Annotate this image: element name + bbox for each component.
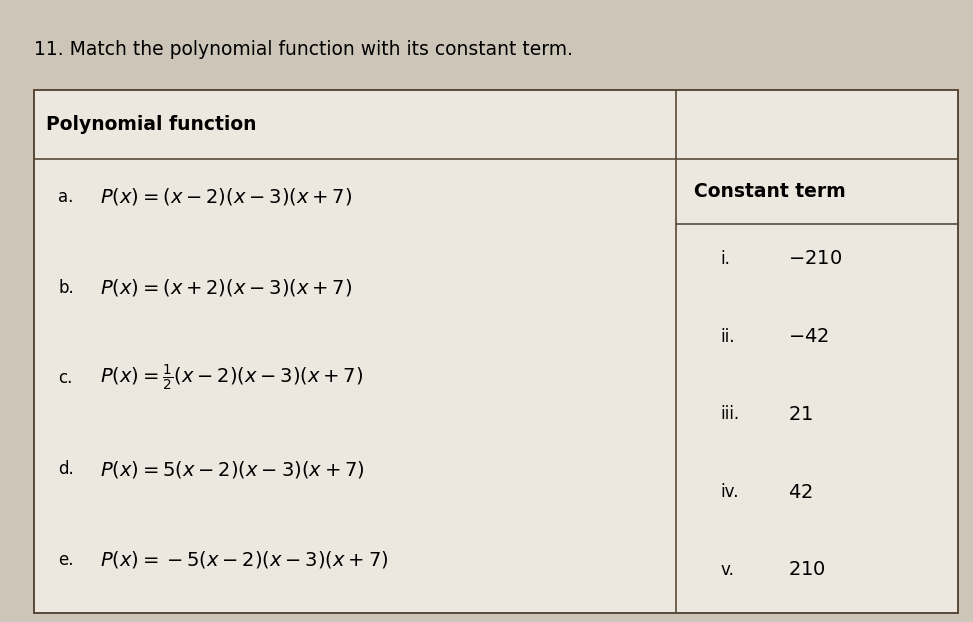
Text: $42$: $42$ [788,483,812,502]
Text: c.: c. [58,369,73,388]
Text: v.: v. [720,561,734,579]
Text: a.: a. [58,188,74,206]
Text: $-42$: $-42$ [788,327,829,346]
Text: Constant term: Constant term [694,182,846,201]
Text: ii.: ii. [720,328,735,346]
Text: i.: i. [720,250,730,268]
Text: $P(x) = \frac{1}{2}(x-2)(x-3)(x+7)$: $P(x) = \frac{1}{2}(x-2)(x-3)(x+7)$ [100,363,364,393]
Text: $P(x) = (x+2)(x-3)(x+7)$: $P(x) = (x+2)(x-3)(x+7)$ [100,277,352,298]
Text: $P(x) = -5(x-2)(x-3)(x+7)$: $P(x) = -5(x-2)(x-3)(x+7)$ [100,549,388,570]
Text: d.: d. [58,460,74,478]
Text: b.: b. [58,279,74,297]
Text: $210$: $210$ [788,560,826,580]
Text: Polynomial function: Polynomial function [46,115,256,134]
Text: $-210$: $-210$ [788,249,843,269]
Text: iv.: iv. [720,483,739,501]
Text: iii.: iii. [720,406,739,424]
FancyBboxPatch shape [34,90,958,613]
Text: e.: e. [58,551,74,569]
Text: $P(x) = 5(x-2)(x-3)(x+7)$: $P(x) = 5(x-2)(x-3)(x+7)$ [100,458,365,480]
Text: 11. Match the polynomial function with its constant term.: 11. Match the polynomial function with i… [34,40,573,60]
Text: $P(x) = (x-2)(x-3)(x+7)$: $P(x) = (x-2)(x-3)(x+7)$ [100,186,352,207]
Text: $21$: $21$ [788,405,813,424]
